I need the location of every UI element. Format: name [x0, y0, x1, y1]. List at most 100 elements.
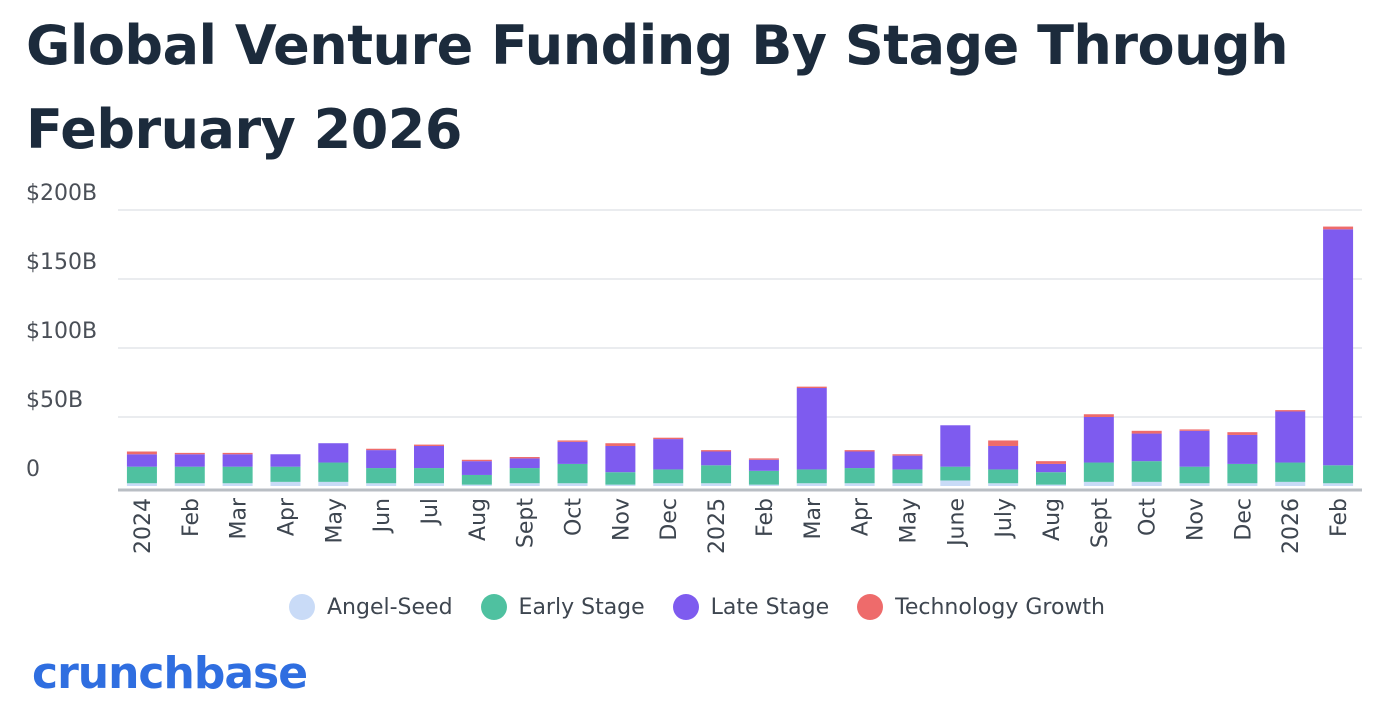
y-tick-label: $200B [26, 181, 97, 206]
bar-segment-angel-seed [701, 483, 732, 486]
bar-segment-late-stage [701, 451, 732, 466]
bar-segment-technology-growth [1083, 414, 1114, 417]
bar-segment-late-stage [1083, 417, 1114, 463]
bar-segment-late-stage [461, 461, 492, 475]
bar-segment-late-stage [1131, 433, 1162, 462]
bar-segment-early-stage [222, 466, 253, 484]
legend-swatch-late-stage [672, 594, 699, 620]
bar-segment-early-stage [892, 469, 923, 484]
bar-segment-technology-growth [653, 437, 684, 440]
bar-segment-technology-growth [222, 452, 253, 455]
x-tick-label: Dec [657, 498, 682, 541]
bar-segment-early-stage [557, 463, 588, 484]
bar-segment-angel-seed [270, 481, 301, 486]
legend-item-technology-growth[interactable]: Technology Growth [857, 594, 1105, 620]
bar-segment-technology-growth [1131, 430, 1162, 434]
bar-segment-angel-seed [605, 484, 636, 486]
chart-canvas: 0 $50B $100B $150B $200B 2024 Feb Mar Apr May Jun… [26, 181, 1362, 554]
bar-segment-technology-growth [126, 451, 157, 455]
bar-segment-angel-seed [796, 483, 827, 486]
bar-segment-technology-growth [844, 450, 875, 452]
bar-segment-late-stage [126, 454, 157, 467]
x-tick-label: Apr [849, 497, 874, 536]
x-tick-label: Feb [753, 498, 778, 537]
legend-label: Late Stage [710, 594, 830, 620]
bar-segment-early-stage [1036, 472, 1066, 485]
bar-segment-angel-seed [1179, 483, 1210, 486]
bar-segment-technology-growth [509, 457, 540, 459]
x-tick-label: Aug [466, 498, 491, 541]
bar-segment-early-stage [1323, 465, 1354, 484]
x-axis: 2024 Feb Mar Apr May Jun Jul Aug Sept Oct Nov Dec 20… [118, 488, 1362, 554]
x-tick-label: Apr [274, 497, 299, 536]
bar-segment-late-stage [1036, 463, 1066, 473]
bar-segment-angel-seed [126, 483, 157, 486]
crunchbase-logo[interactable]: crunchbase [32, 648, 308, 699]
y-axis: 0 $50B $100B $150B $200B [26, 181, 97, 482]
bar-segment-technology-growth [1227, 432, 1258, 435]
bar-segment-early-stage [270, 466, 301, 482]
bar-segment-early-stage [940, 466, 971, 481]
bar-segment-early-stage [653, 469, 684, 484]
bar-segment-early-stage [318, 462, 349, 482]
bar-segment-early-stage [796, 469, 827, 484]
bar-segment-late-stage [414, 445, 444, 469]
bar-segment-early-stage [748, 470, 779, 485]
bar-segment-angel-seed [366, 483, 397, 486]
x-tick-label: 2024 [131, 498, 156, 554]
bar-segment-early-stage [1227, 463, 1258, 484]
x-tick-label: Feb [179, 498, 204, 537]
y-tick-label: $50B [26, 388, 83, 413]
x-tick-label: Jul [418, 498, 443, 527]
bar-segment-angel-seed [1227, 483, 1258, 486]
bar-segment-technology-growth [701, 450, 732, 452]
bar-segment-angel-seed [1131, 481, 1162, 486]
bar-segment-technology-growth [174, 452, 205, 455]
bar-segment-late-stage [892, 455, 923, 470]
bar-segment-early-stage [1179, 466, 1210, 484]
bar-segment-technology-growth [1036, 461, 1066, 464]
bar-segment-angel-seed [892, 483, 923, 486]
legend-item-angel-seed[interactable]: Angel-Seed [289, 594, 453, 620]
legend-swatch-early-stage [480, 594, 507, 620]
x-tick-label: Jun [370, 498, 395, 534]
x-tick-label: Mar [801, 497, 826, 539]
x-tick-label: Oct [562, 498, 587, 536]
legend-label: Technology Growth [895, 594, 1105, 620]
bar-segment-late-stage [509, 458, 540, 469]
legend-item-early-stage[interactable]: Early Stage [480, 594, 645, 620]
gridlines [118, 209, 1362, 418]
bar-segment-technology-growth [1179, 429, 1210, 431]
legend-label: Early Stage [518, 594, 645, 620]
bar-segment-angel-seed [557, 483, 588, 486]
x-tick-label: 2026 [1279, 498, 1304, 554]
x-tick-label: Mar [227, 497, 252, 539]
x-tick-label: 2025 [705, 498, 730, 554]
bar-segment-angel-seed [414, 483, 444, 486]
bar-segment-late-stage [222, 454, 253, 467]
x-tick-label: Feb [1327, 498, 1352, 537]
bar-segment-technology-growth [461, 459, 492, 462]
bar-segment-early-stage [844, 468, 875, 484]
bar-segment-early-stage [126, 466, 157, 484]
bar-segment-angel-seed [844, 483, 875, 486]
bar-segment-angel-seed [174, 483, 205, 486]
x-tick-label: Dec [1231, 498, 1256, 541]
bar-segment-angel-seed [988, 483, 1019, 486]
bars [126, 226, 1354, 486]
bar-segment-late-stage [1323, 229, 1354, 466]
x-tick-label: July [992, 498, 1017, 540]
bar-segment-late-stage [940, 425, 971, 467]
bar-segment-angel-seed [318, 481, 349, 486]
y-tick-label: $150B [26, 250, 97, 275]
bar-segment-angel-seed [461, 484, 492, 486]
bar-segment-late-stage [1275, 411, 1306, 463]
bar-segment-technology-growth [988, 440, 1019, 446]
y-tick-label: 0 [26, 457, 40, 482]
bar-segment-technology-growth [748, 458, 779, 460]
bar-segment-technology-growth [892, 454, 923, 456]
bar-segment-early-stage [174, 466, 205, 484]
bar-segment-early-stage [366, 468, 397, 484]
bar-segment-late-stage [270, 454, 301, 467]
legend-item-late-stage[interactable]: Late Stage [672, 594, 830, 620]
